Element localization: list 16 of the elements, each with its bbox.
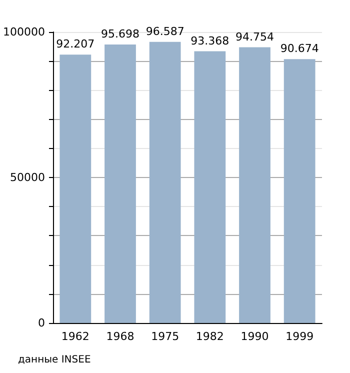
data-label: 96.587 bbox=[146, 24, 184, 38]
x-tick-label: 1982 bbox=[196, 330, 224, 343]
y-tick-label: 0 bbox=[38, 316, 45, 330]
data-label: 94.754 bbox=[236, 30, 274, 44]
data-label: 93.368 bbox=[190, 34, 230, 48]
data-label: 90.674 bbox=[280, 42, 319, 56]
data-label: 95.698 bbox=[100, 28, 140, 41]
x-tick-label: 1999 bbox=[286, 330, 314, 343]
x-tick-label: 1968 bbox=[106, 330, 134, 343]
x-tick-label: 1962 bbox=[61, 330, 90, 343]
y-tick-label: 50000 bbox=[10, 171, 45, 184]
x-tick-label: 1990 bbox=[240, 330, 269, 343]
data-label: 92.207 bbox=[56, 38, 95, 51]
text: данные INSEE bbox=[18, 354, 91, 366]
y-tick-label: 100000 bbox=[2, 26, 45, 38]
x-tick-label: 1975 bbox=[151, 330, 180, 343]
